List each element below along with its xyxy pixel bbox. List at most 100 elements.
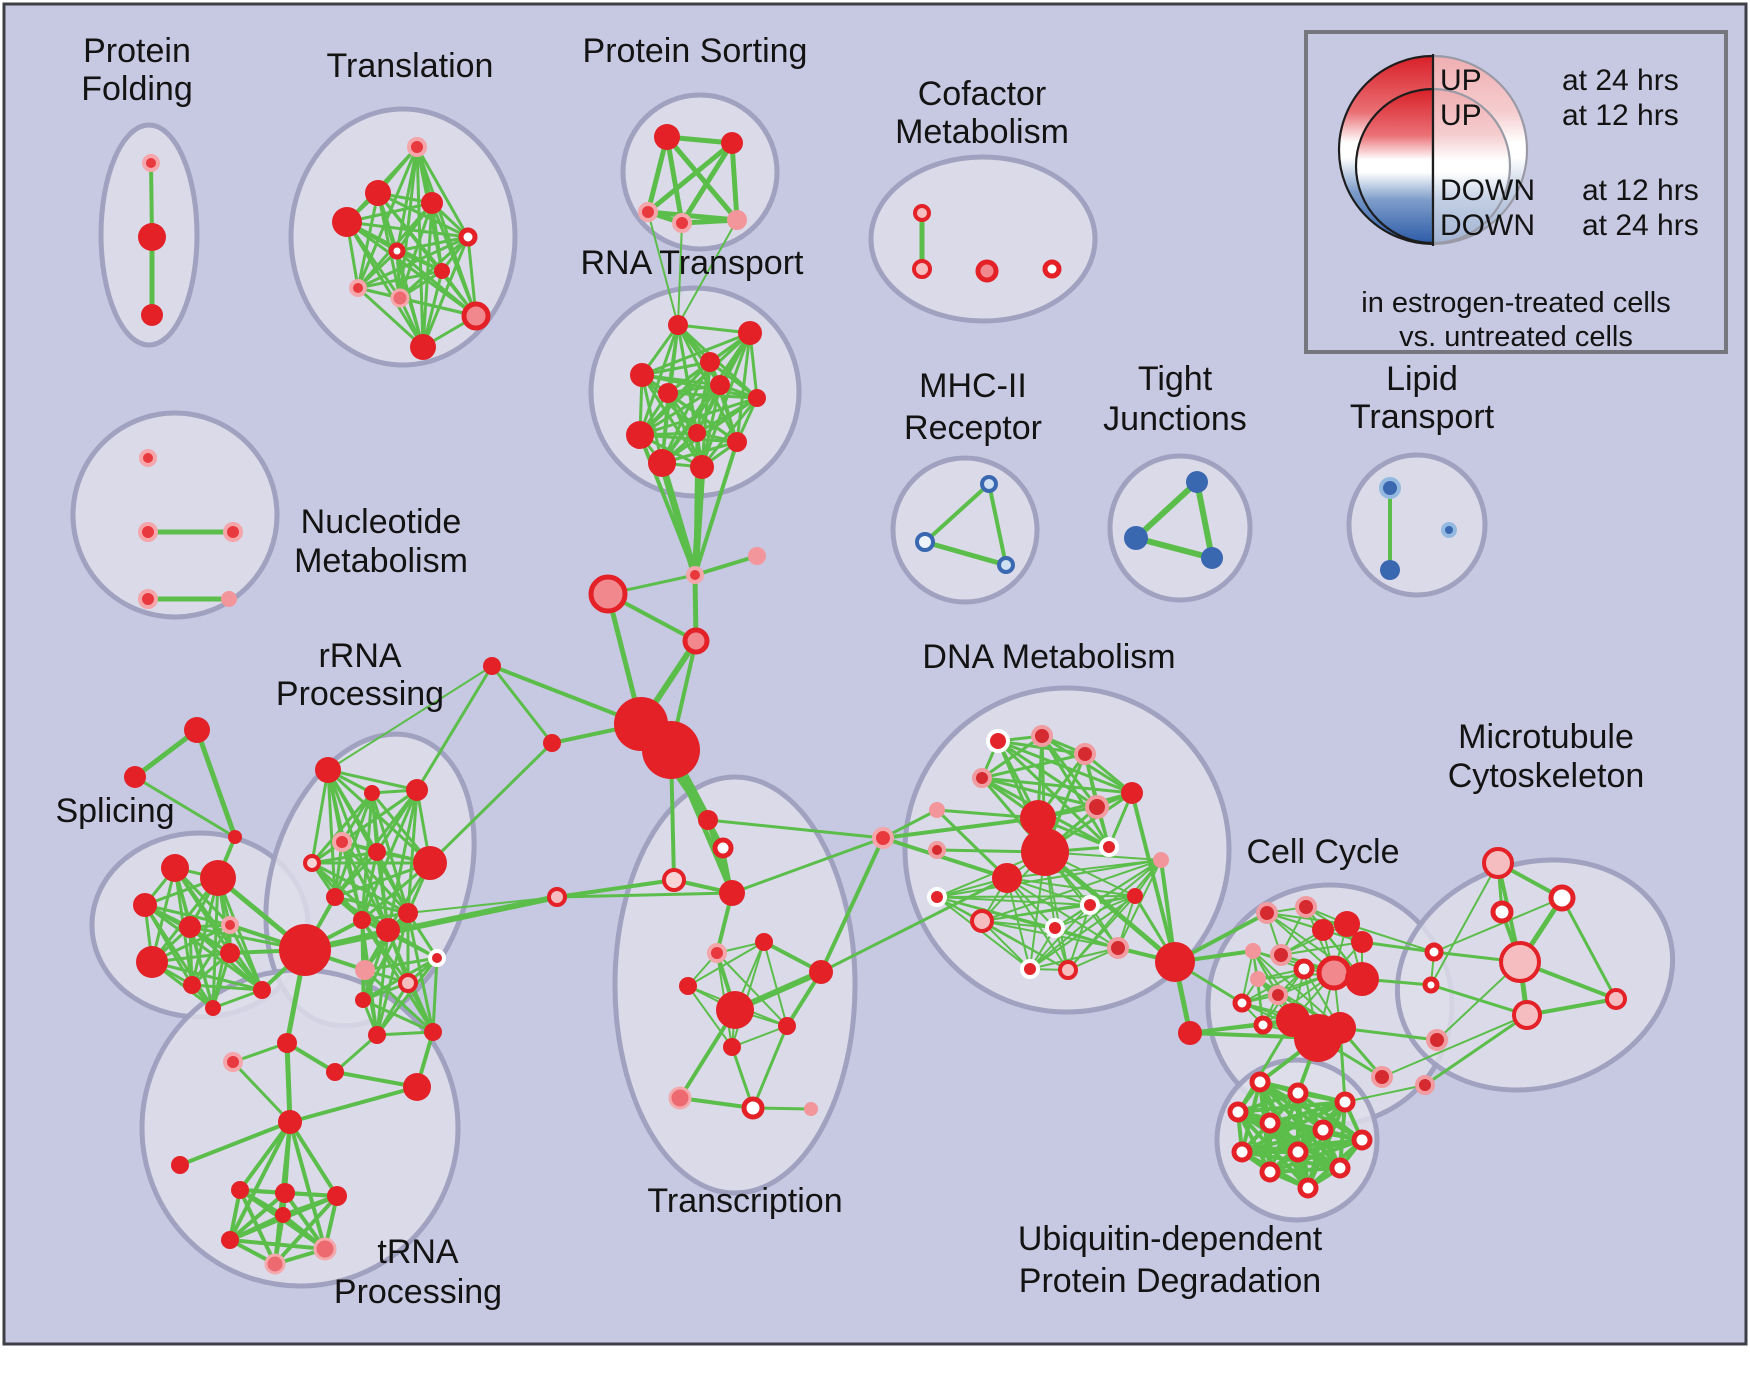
edge-rr11-tw (407, 896, 558, 914)
cluster-transcription (612, 774, 858, 1196)
node-m8 (1605, 988, 1627, 1010)
edge-c18-m7 (1381, 1014, 1528, 1078)
edge-r7-r8 (638, 396, 759, 437)
edge-tn5-tn7 (238, 1120, 292, 1192)
legend-caption-1: vs. untreated cells (1399, 321, 1633, 353)
node-s2 (721, 132, 743, 154)
edge-rr9-rr15 (360, 918, 435, 1034)
node-c8 (1293, 958, 1315, 980)
node-d5 (929, 802, 945, 818)
edge-r1-r8 (638, 323, 680, 437)
edge-tn4-tn5 (288, 1085, 419, 1124)
cluster-label-rna-transport-0: RNA Transport (581, 244, 805, 282)
node-d18 (1020, 959, 1040, 979)
node-dBR (1155, 942, 1195, 982)
edge-t7-t11 (421, 269, 444, 349)
node-rr15 (424, 1023, 442, 1041)
legend-inner-ring-left (1354, 87, 1435, 245)
edge-tn5-tn11 (288, 1120, 327, 1251)
node-sp8 (183, 976, 201, 994)
cluster-label-rrna-processing-0: rRNA (318, 637, 401, 675)
edge-d2-d7 (1040, 734, 1099, 809)
node-r6 (710, 375, 730, 395)
cluster-label-tight-junctions-0: Tight (1138, 360, 1213, 398)
cluster-label-microtubule-cytoskeleton-0: Microtubule (1458, 718, 1634, 756)
edge-c5-c7 (1280, 941, 1363, 956)
node-r7 (748, 389, 766, 407)
node-ub10 (1259, 1161, 1281, 1183)
edge-rr1-rr5 (310, 768, 330, 865)
cluster-mhc-ii-receptor (890, 455, 1040, 605)
edge-bw2-rr1 (327, 665, 493, 771)
edge-d14-d17 (936, 896, 1091, 906)
edge-d18-d20 (1029, 947, 1119, 970)
edge-tc6-tc7 (687, 941, 765, 987)
node-x2 (124, 766, 146, 788)
edge-d17-d18 (1029, 904, 1091, 970)
edge-tc10-tc13 (751, 1024, 789, 1110)
node-d9 (1020, 800, 1056, 836)
node-ub12 (1297, 1177, 1319, 1199)
node-ub8 (1231, 1141, 1253, 1163)
node-tc3 (662, 868, 686, 892)
node-c11 (1250, 971, 1266, 987)
node-c7 (1270, 944, 1292, 966)
edge-s4-r1 (677, 222, 683, 326)
edge-m6-m1 (1430, 862, 1499, 986)
edge-d15-d19 (981, 920, 1069, 971)
edge-d13-d14 (936, 859, 1162, 898)
edge-tn2-tn5 (284, 1040, 293, 1125)
node-rr8 (326, 888, 344, 906)
node-c6 (1245, 943, 1261, 959)
edge-s2-s5 (729, 140, 740, 223)
edge-rr12-rr13 (363, 956, 439, 972)
edge-d11-d13 (1006, 859, 1162, 879)
edge-sp8-sp9 (190, 983, 264, 992)
node-rr1 (315, 757, 341, 783)
node-tc6 (755, 933, 773, 951)
node-t2 (365, 180, 391, 206)
node-tn11 (313, 1237, 337, 1261)
node-d15 (970, 909, 994, 933)
edge-tc10-tc11 (731, 1025, 788, 1048)
edge-tn9-tn12 (273, 1194, 339, 1266)
node-r8 (626, 421, 654, 449)
edge-rr14-rr16 (375, 981, 410, 1037)
edge-tw-tc4 (555, 891, 734, 899)
node-ch2 (748, 547, 766, 565)
node-tc2 (712, 837, 734, 859)
legend-row-2-direction: DOWN (1440, 174, 1535, 207)
node-ub3 (1334, 1091, 1356, 1113)
edge-t4-t10 (430, 201, 478, 318)
node-r12 (690, 455, 714, 479)
node-tn8 (275, 1183, 295, 1203)
node-rr5 (303, 854, 321, 872)
node-hb2 (642, 721, 700, 779)
cluster-label-splicing-0: Splicing (55, 792, 174, 830)
edge-rr6-rr11 (375, 850, 410, 915)
node-lp1 (1379, 477, 1401, 499)
cluster-label-mhc-ii-receptor-0: MHC-II (919, 367, 1027, 405)
node-d21 (1127, 888, 1143, 904)
edge-mh1-mh2 (923, 482, 991, 544)
node-t1 (407, 137, 427, 157)
node-t3 (332, 207, 362, 237)
edge-d18-d21 (1029, 895, 1136, 970)
node-s5 (727, 210, 747, 230)
edge-rr12-rr15 (431, 956, 439, 1034)
node-r4 (630, 363, 654, 387)
edge-mh1-mh3 (987, 482, 1008, 567)
node-r10 (727, 432, 747, 452)
edge-tj1-tj2 (1133, 479, 1200, 541)
edge-tn8-tn10 (228, 1191, 287, 1242)
edge-rr12-rr16 (375, 956, 439, 1037)
node-c18 (1371, 1066, 1393, 1088)
cluster-label-dna-metabolism-0: DNA Metabolism (922, 638, 1175, 676)
edge-rr10-rr16 (375, 928, 390, 1037)
edge-d2-d12 (1040, 734, 1111, 849)
node-tn13 (275, 1207, 291, 1223)
edge-rr2-rr5 (310, 791, 374, 865)
cluster-label-cofactor-metabolism-0: Cofactor (918, 75, 1047, 113)
node-d11 (992, 863, 1022, 893)
legend-row-1-direction: UP (1440, 99, 1482, 132)
